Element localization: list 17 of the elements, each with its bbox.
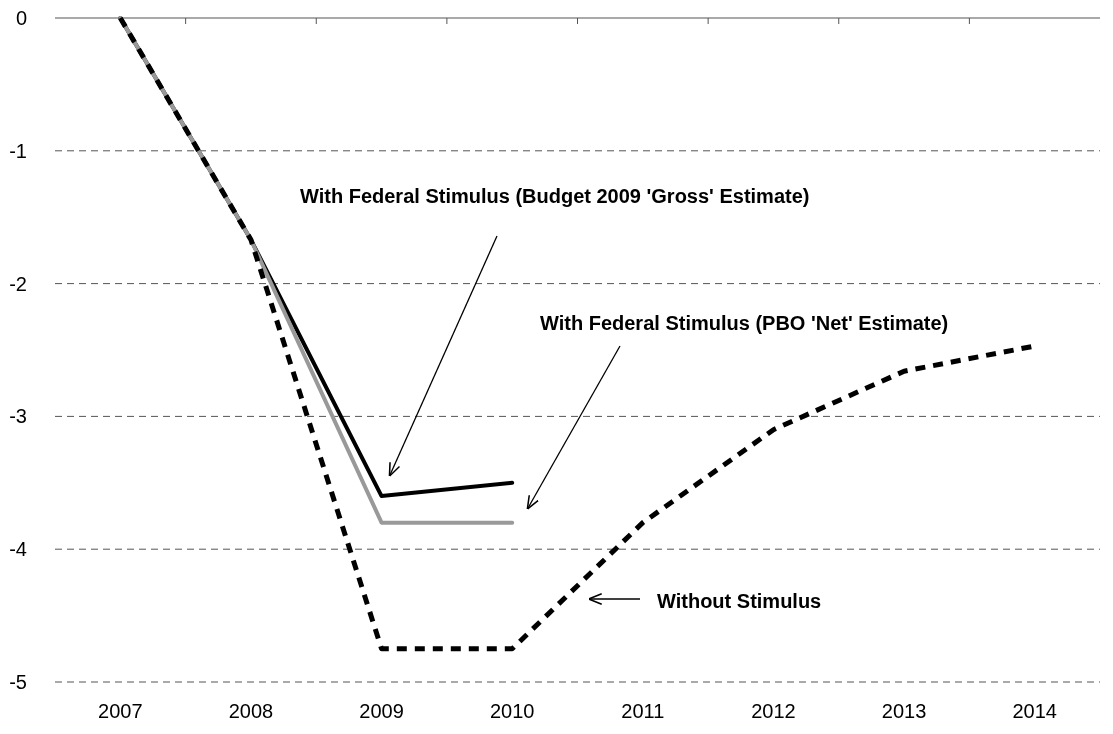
x-tick-label: 2014 — [1012, 700, 1057, 722]
y-tick-label: -4 — [9, 538, 27, 561]
y-tick-label: -1 — [9, 139, 27, 162]
y-tick-label: 0 — [15, 7, 27, 29]
x-tick-label: 2008 — [228, 700, 274, 722]
y-tick-label: -2 — [9, 272, 27, 295]
annotation: Without Stimulus — [657, 590, 822, 612]
x-tick-label: 2013 — [881, 700, 927, 722]
annotation: With Federal Stimulus (PBO 'Net' Estimate) — [540, 312, 949, 334]
x-tick-label: 2009 — [359, 700, 404, 722]
y-tick-label: -3 — [9, 405, 27, 428]
x-tick-label: 2007 — [98, 700, 143, 722]
x-tick-label: 2011 — [621, 700, 665, 722]
annotation: With Federal Stimulus (Budget 2009 'Gross' Estimate) — [300, 185, 810, 207]
x-tick-label: 2010 — [489, 700, 535, 722]
x-tick-label: 2012 — [751, 700, 796, 722]
y-tick-label: -5 — [9, 671, 27, 693]
